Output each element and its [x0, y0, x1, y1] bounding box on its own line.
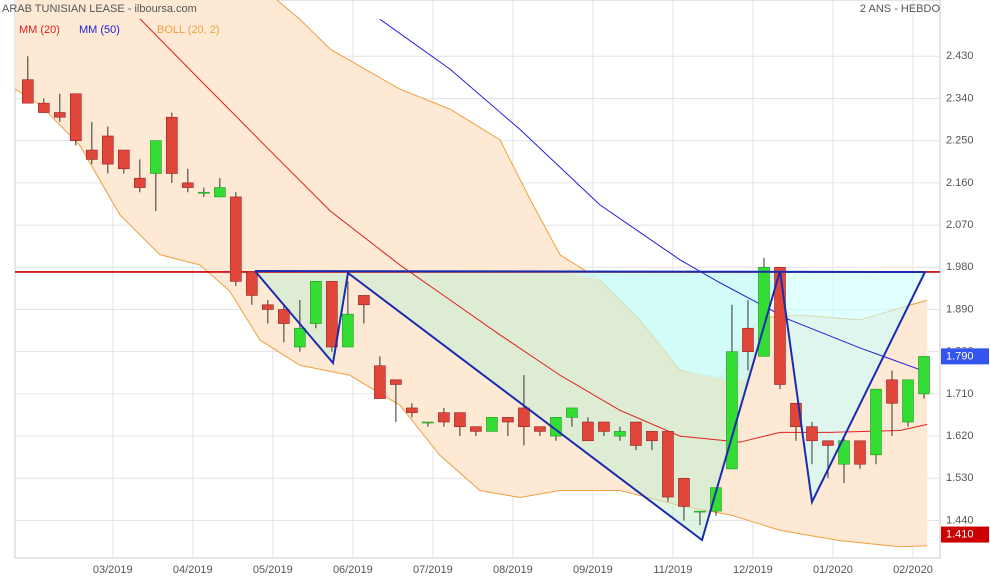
candle-body	[598, 421, 610, 432]
candle-body	[246, 271, 258, 296]
price-label-box	[941, 348, 989, 365]
candle-body	[278, 309, 290, 324]
x-tick-label: 05/2019	[253, 564, 293, 576]
candle-body	[86, 149, 98, 160]
x-tick-label: 08/2019	[493, 564, 533, 576]
x-tick-label: 11/2019	[653, 564, 692, 576]
candle-body	[102, 135, 114, 165]
bollinger-line	[15, 88, 928, 548]
candle-body	[38, 102, 50, 113]
candle-body	[758, 266, 770, 357]
legend-entry: BOLL (20, 2)	[157, 24, 220, 36]
x-tick-label: 07/2019	[413, 564, 453, 576]
x-tick-label: 06/2019	[333, 564, 373, 576]
candle-body	[726, 351, 738, 470]
x-tick-label: 04/2019	[173, 564, 213, 576]
pattern-fill	[560, 271, 780, 380]
candle-body	[790, 402, 802, 428]
candle-body	[422, 421, 434, 424]
candle-body	[582, 421, 594, 442]
candle-body	[454, 412, 466, 428]
candle-body	[214, 187, 226, 198]
candle-body	[198, 191, 210, 194]
candle-body	[694, 510, 706, 513]
pattern-fill	[780, 271, 925, 502]
chart-title: ARAB TUNISIAN LEASE - ilboursa.com	[2, 3, 197, 15]
candle-body	[342, 313, 354, 348]
candle-body	[630, 421, 642, 446]
y-tick-label: 1.980	[946, 261, 974, 273]
candle-body	[54, 112, 66, 118]
moving-average	[379, 18, 928, 373]
chart-subtitle: 2 ANS - HEBDO	[860, 3, 941, 15]
candle-body	[406, 407, 418, 413]
x-tick-label: 03/2019	[93, 564, 133, 576]
candle-body	[646, 431, 658, 442]
pattern-lines	[254, 270, 926, 542]
candle-body	[70, 93, 82, 141]
candle-body	[518, 407, 530, 428]
candle-body	[262, 304, 274, 310]
foreground-layer	[15, 18, 940, 526]
candle-body	[22, 79, 34, 104]
candle-body	[182, 182, 194, 188]
x-tick-label: 02/2020	[893, 564, 933, 576]
candle-body	[822, 440, 834, 446]
candle-body	[390, 379, 402, 385]
candle-body	[358, 295, 370, 306]
x-tick-label: 09/2019	[573, 564, 613, 576]
candle-body	[662, 431, 674, 498]
candle-body	[838, 440, 850, 465]
pattern-fill	[255, 271, 780, 540]
candle-body	[166, 116, 178, 174]
y-tick-label: 1.620	[946, 430, 974, 442]
pattern-line	[254, 270, 926, 273]
y-tick-label: 2.070	[946, 219, 974, 231]
y-tick-label: 1.440	[946, 514, 974, 526]
price-label: 1.790	[946, 350, 974, 362]
candle-body	[902, 379, 914, 423]
candle-body	[470, 426, 482, 432]
candle-body	[230, 196, 242, 282]
candle-body	[614, 431, 626, 437]
pattern-line	[254, 270, 926, 542]
candle-body	[326, 281, 338, 348]
candle-body	[534, 426, 546, 432]
candle-body	[310, 281, 322, 324]
candle-body	[806, 426, 818, 442]
price-label-box	[941, 526, 989, 543]
bollinger-line	[276, 0, 928, 379]
y-tick-label: 2.340	[946, 92, 974, 104]
candle-body	[150, 140, 162, 174]
legend-entry: MM (20)	[19, 24, 60, 36]
candle-body	[118, 149, 130, 170]
y-tick-label: 2.430	[946, 50, 974, 62]
price-label: 1.410	[946, 528, 974, 540]
candle-body	[886, 379, 898, 404]
candle-body	[294, 327, 306, 348]
candle-body	[134, 177, 146, 188]
candle-body	[566, 407, 578, 418]
candle-body	[854, 440, 866, 465]
legend-entry: MM (50)	[79, 24, 120, 36]
y-tick-label: 2.160	[946, 177, 974, 189]
candle-body	[870, 388, 882, 456]
candle-body	[486, 417, 498, 432]
y-tick-label: 2.250	[946, 135, 974, 147]
candle-body	[678, 477, 690, 507]
candle-body	[710, 487, 722, 512]
candle-body	[918, 356, 930, 395]
candle-body	[502, 417, 514, 423]
y-tick-label: 1.710	[946, 388, 974, 400]
patterns	[255, 271, 925, 540]
candle-body	[742, 327, 754, 352]
x-tick-label: 12/2019	[733, 564, 773, 576]
candle-body	[374, 365, 386, 399]
candle-body	[774, 266, 786, 385]
y-tick-label: 1.530	[946, 472, 974, 484]
y-tick-label: 1.890	[946, 303, 974, 315]
candle-body	[438, 412, 450, 423]
x-tick-label: 01/2020	[813, 564, 853, 576]
